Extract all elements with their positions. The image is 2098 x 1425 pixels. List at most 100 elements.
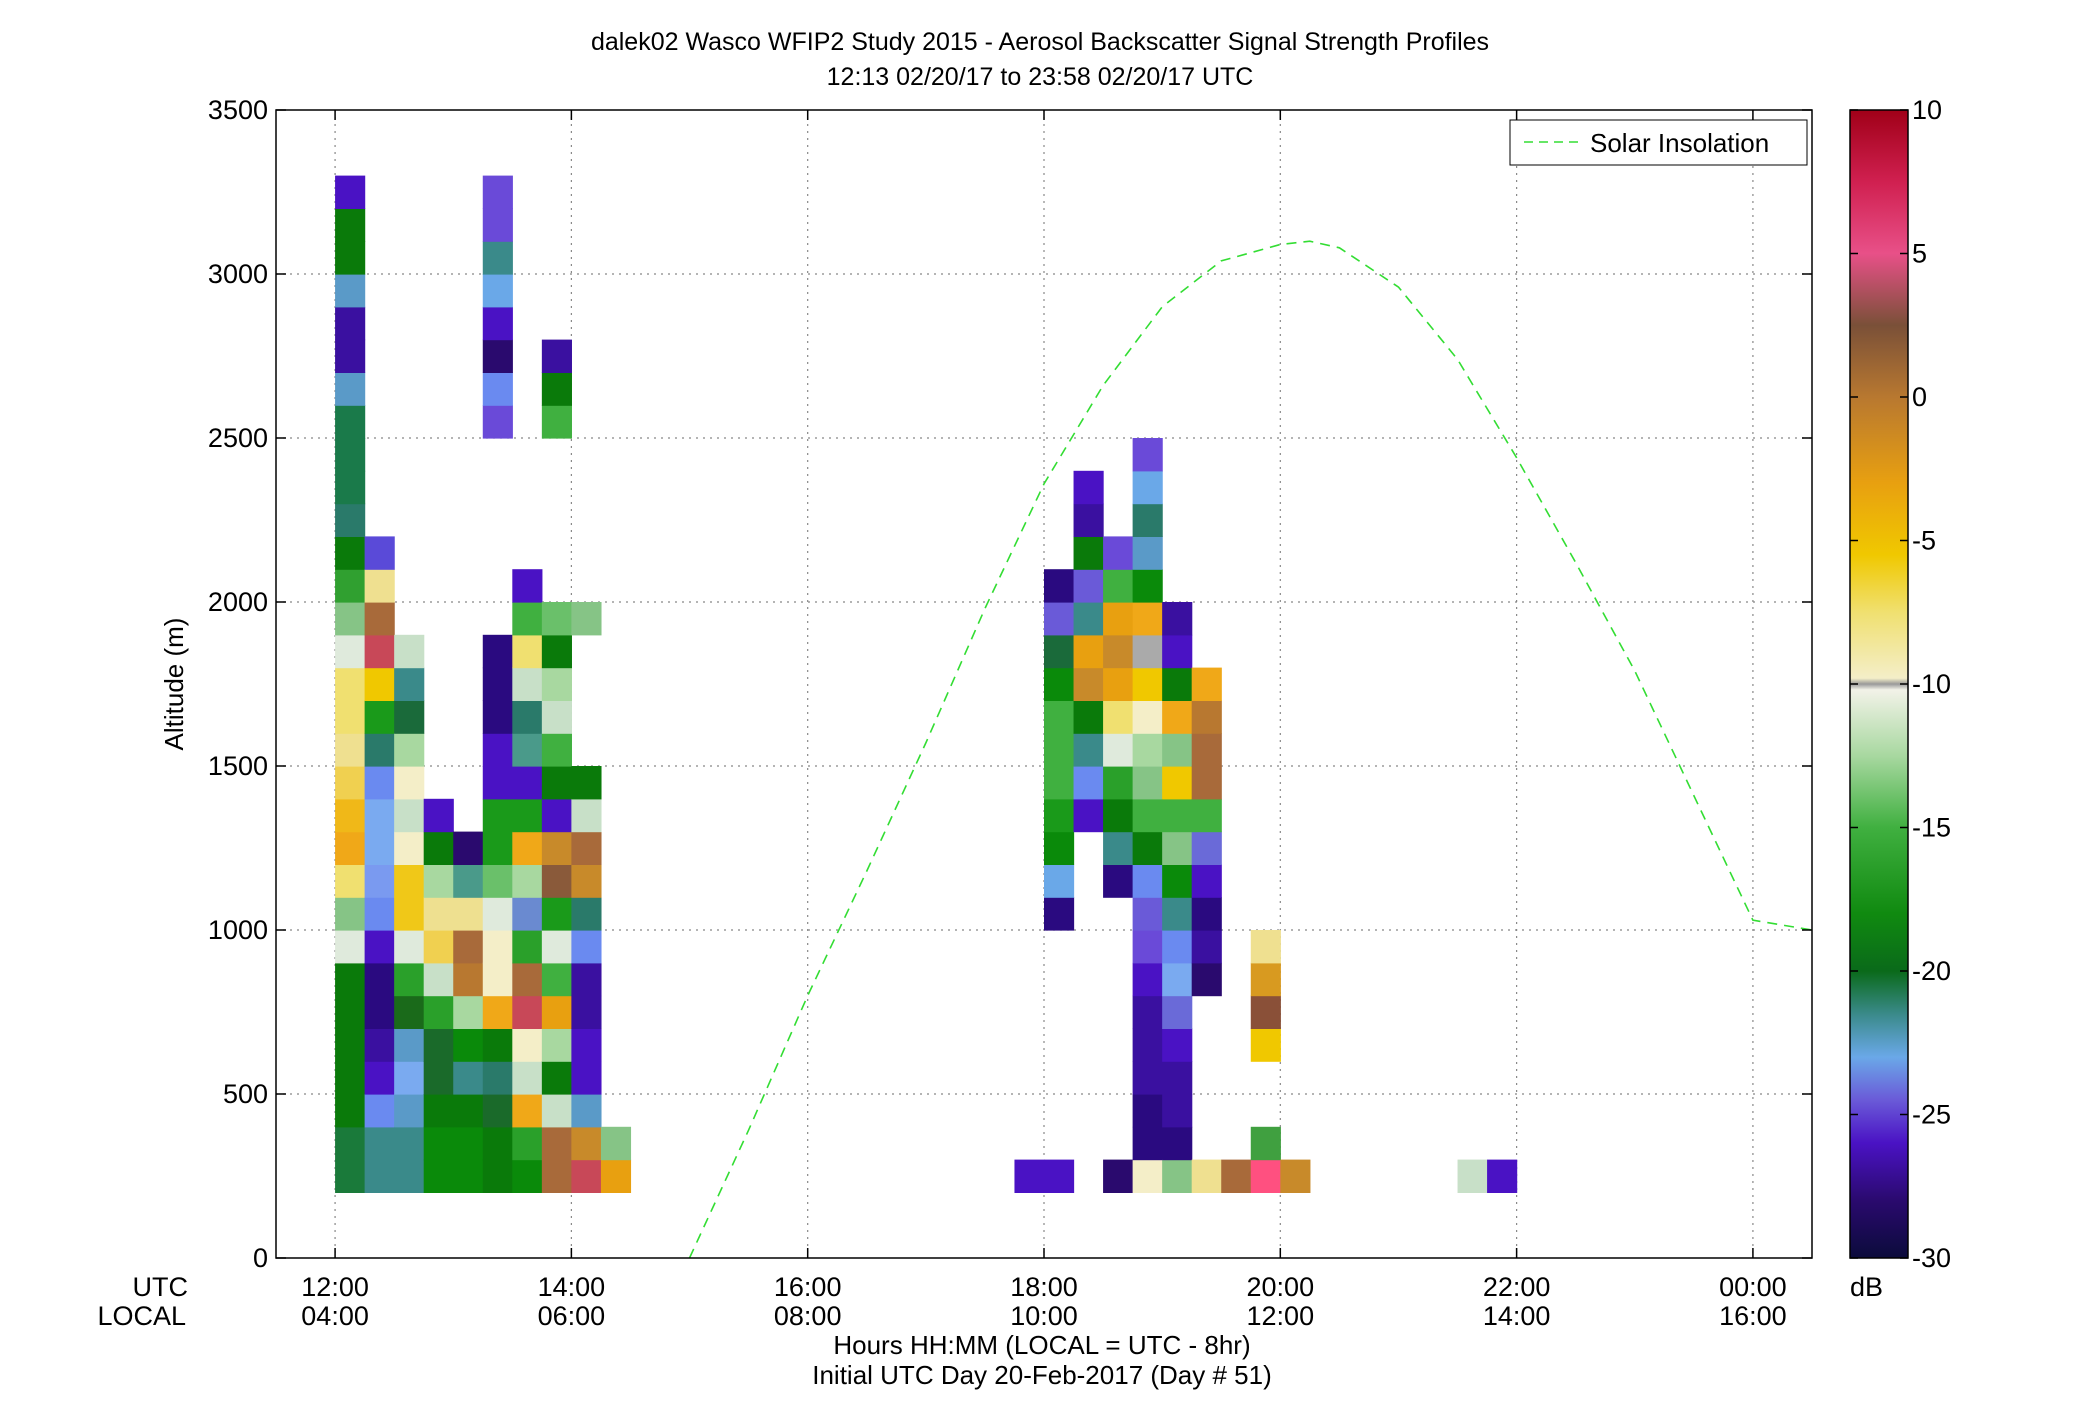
heatmap-cell <box>1073 667 1104 701</box>
heatmap-cell <box>541 634 572 669</box>
heatmap-cell <box>1073 798 1104 833</box>
heatmap-cell <box>364 798 395 833</box>
heatmap-cell <box>482 766 513 800</box>
heatmap-cell <box>394 897 425 931</box>
heatmap-cell <box>335 1126 366 1161</box>
heatmap-cell <box>1103 569 1134 603</box>
y-tick-label: 1000 <box>208 915 268 945</box>
heatmap-cell <box>482 1126 513 1161</box>
heatmap-cell <box>1162 667 1193 701</box>
heatmap-cell <box>482 634 513 669</box>
heatmap-cell <box>1250 1028 1281 1062</box>
heatmap-cell <box>1132 1061 1163 1095</box>
heatmap-cell <box>335 897 366 931</box>
heatmap-cell <box>1487 1159 1518 1193</box>
heatmap-cell <box>1073 733 1104 767</box>
heatmap-cell <box>571 897 602 931</box>
colorbar-tick-label: -10 <box>1912 669 1951 699</box>
x-tick-label-local: 08:00 <box>774 1301 842 1331</box>
heatmap-cell <box>423 1094 454 1128</box>
heatmap-cell <box>541 766 572 800</box>
heatmap-cell <box>571 1159 602 1193</box>
heatmap-cell <box>1132 700 1163 734</box>
heatmap-cell <box>335 1159 366 1193</box>
heatmap-cell <box>571 1061 602 1095</box>
x-tick-label-local: 16:00 <box>1719 1301 1787 1331</box>
x-tick-label-utc: 22:00 <box>1483 1272 1551 1302</box>
y-tick-label: 1500 <box>208 751 268 781</box>
heatmap-cell <box>335 700 366 734</box>
heatmap-cell <box>1132 831 1163 865</box>
heatmap-cell <box>453 1028 484 1062</box>
heatmap-cell <box>1103 667 1134 701</box>
heatmap-cell <box>541 372 572 406</box>
x-tick-label-local: 14:00 <box>1483 1301 1551 1331</box>
heatmap-cell <box>335 1028 366 1062</box>
colorbar-tick-label: -30 <box>1912 1243 1951 1273</box>
x-axis-label-day: Initial UTC Day 20-Feb-2017 (Day # 51) <box>812 1360 1272 1390</box>
heatmap-cell <box>1162 1028 1193 1062</box>
heatmap-cell <box>394 930 425 964</box>
heatmap-cell <box>512 766 543 800</box>
heatmap-cell <box>571 930 602 964</box>
heatmap-cell <box>1044 766 1075 800</box>
heatmap-cell <box>394 766 425 800</box>
heatmap-cell <box>364 766 395 800</box>
heatmap-cell <box>394 634 425 669</box>
solar-insolation-series <box>688 240 1813 1259</box>
colorbar-tick-label: -15 <box>1912 813 1951 843</box>
heatmap-cell <box>1132 798 1163 833</box>
heatmap-cell <box>512 962 543 997</box>
heatmap-cell <box>335 569 366 603</box>
heatmap-cell <box>453 831 484 865</box>
heatmap-cell <box>1162 766 1193 800</box>
heatmap-cell <box>1132 930 1163 964</box>
heatmap-cell <box>1191 766 1222 800</box>
heatmap-cell <box>364 930 395 964</box>
solar-insolation-line <box>688 240 1813 1259</box>
heatmap-cell <box>541 1028 572 1062</box>
heatmap-cell <box>1132 962 1163 997</box>
y-tick-label: 3500 <box>208 95 268 125</box>
heatmap-cell <box>423 995 454 1029</box>
heatmap-cell <box>571 831 602 865</box>
heatmap-cell <box>512 1094 543 1128</box>
heatmap-cell <box>1132 1126 1163 1161</box>
heatmap-cell <box>482 733 513 767</box>
heatmap-cell <box>364 1159 395 1193</box>
heatmap-cell <box>541 995 572 1029</box>
heatmap-cell <box>541 962 572 997</box>
heatmap-cell <box>364 700 395 734</box>
heatmap-cell <box>512 602 543 636</box>
heatmap-cell <box>364 864 395 898</box>
chart-subtitle: 12:13 02/20/17 to 23:58 02/20/17 UTC <box>827 63 1254 91</box>
legend-label: Solar Insolation <box>1590 128 1769 158</box>
heatmap-cell <box>364 733 395 767</box>
y-tick-label: 2500 <box>208 423 268 453</box>
heatmap-cell <box>1132 766 1163 800</box>
heatmap-cell <box>482 241 513 275</box>
heatmap-cell <box>512 995 543 1029</box>
heatmap-cell <box>394 1028 425 1062</box>
heatmap-cell <box>571 1094 602 1128</box>
heatmap-cell <box>364 897 395 931</box>
heatmap-cell <box>1044 733 1075 767</box>
heatmap-cell <box>512 1061 543 1095</box>
heatmap-cell <box>482 831 513 865</box>
heatmap-cell <box>423 962 454 997</box>
x-tick-label-utc: 20:00 <box>1247 1272 1315 1302</box>
heatmap-cell <box>423 1159 454 1193</box>
colorbar-tick-label: 10 <box>1912 95 1942 125</box>
heatmap-cell <box>335 208 366 242</box>
heatmap-cell <box>1103 798 1134 833</box>
heatmap-cell <box>364 995 395 1029</box>
heatmap-cell <box>1132 864 1163 898</box>
heatmap-cell <box>541 930 572 964</box>
x-tick-label-local: 06:00 <box>538 1301 606 1331</box>
heatmap-cell <box>482 700 513 734</box>
heatmap-cell <box>394 864 425 898</box>
heatmap-cell <box>453 930 484 964</box>
heatmap-cell <box>453 1094 484 1128</box>
heatmap-cell <box>482 1028 513 1062</box>
heatmap-cell <box>364 1094 395 1128</box>
